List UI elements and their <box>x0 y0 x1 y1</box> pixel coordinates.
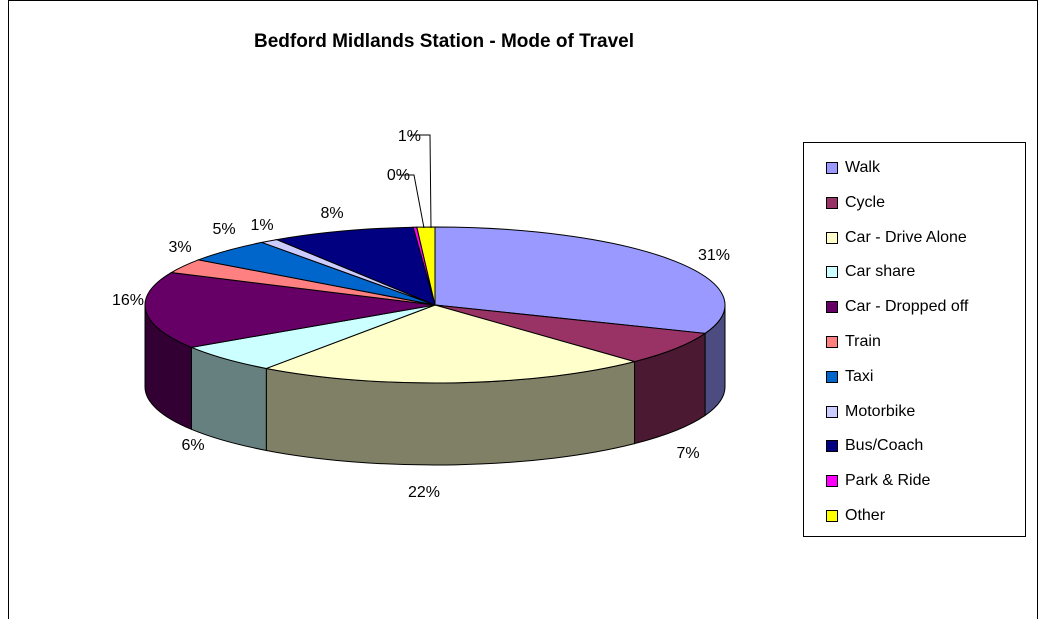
data-label-walk: 31% <box>698 247 730 264</box>
legend-item-train: Train <box>826 331 881 353</box>
legend-swatch <box>826 475 838 488</box>
legend-label: Cycle <box>845 193 886 211</box>
legend-item-car-dropped-off: Car - Dropped off <box>826 296 968 318</box>
legend-label: Car - Drive Alone <box>845 228 967 246</box>
legend-item-walk: Walk <box>826 157 880 179</box>
leader-line-park-ride <box>398 174 425 229</box>
data-label-car-drive-alone: 22% <box>408 484 440 501</box>
data-label-bus-coach: 8% <box>320 205 343 222</box>
data-label-train: 3% <box>168 239 191 256</box>
legend-label: Motorbike <box>845 402 916 420</box>
pie-slice-walk <box>434 226 726 334</box>
data-label-car-dropped-off: 16% <box>112 292 144 309</box>
legend-swatch <box>826 336 838 348</box>
legend-item-car-drive-alone: Car - Drive Alone <box>826 227 967 249</box>
legend-label: Park & Ride <box>845 472 931 490</box>
legend-swatch <box>826 266 838 279</box>
pie-side-walls <box>144 304 726 466</box>
legend-swatch <box>826 196 838 209</box>
legend-item-bus-coach: Bus/Coach <box>826 435 923 457</box>
legend-label: Other <box>845 507 886 524</box>
legend-swatch <box>826 405 838 418</box>
legend-swatch <box>826 231 838 244</box>
pie-slice-car-dropped-off <box>144 272 436 348</box>
legend-label: Bus/Coach <box>845 437 924 455</box>
legend: Walk Cycle Car - Drive Alone Car share Car -… <box>803 142 1026 537</box>
pie-data-labels: 31%7%22%6%16%3%5% 1%8%0%1% <box>112 128 730 501</box>
pie-slices <box>144 226 726 384</box>
legend-label: Car share <box>845 263 916 281</box>
data-label-motorbike: 1% <box>250 217 273 234</box>
legend-swatch <box>826 370 838 383</box>
legend-swatch <box>826 301 838 314</box>
data-label-cycle: 7% <box>676 445 699 462</box>
data-label-taxi: 5% <box>212 221 235 238</box>
legend-item-motorbike: Motorbike <box>826 401 915 423</box>
legend-label: Walk <box>845 159 880 176</box>
legend-item-car-share: Car share <box>826 261 915 283</box>
pie-slice-cycle <box>434 304 707 363</box>
leader-line-other <box>410 134 432 229</box>
data-label-car-share: 6% <box>181 437 204 454</box>
legend-label: Car - Dropped off <box>845 298 969 316</box>
data-label-other: 1% <box>398 128 421 145</box>
pie-slice-bus-coach <box>275 226 436 306</box>
legend-swatch <box>826 510 838 522</box>
legend-item-park-ride: Park & Ride <box>826 470 930 492</box>
legend-item-cycle: Cycle <box>826 192 885 214</box>
pie-slice-car-drive-alone <box>264 304 637 384</box>
pie-slice-other <box>416 226 436 306</box>
legend-label: Train <box>845 333 881 350</box>
legend-swatch <box>826 440 838 453</box>
legend-item-other: Other <box>826 505 885 527</box>
legend-item-taxi: Taxi <box>826 366 873 388</box>
chart-title: Bedford Midlands Station - Mode of Trave… <box>253 31 635 52</box>
legend-label: Taxi <box>845 367 874 385</box>
legend-swatch <box>826 162 838 174</box>
